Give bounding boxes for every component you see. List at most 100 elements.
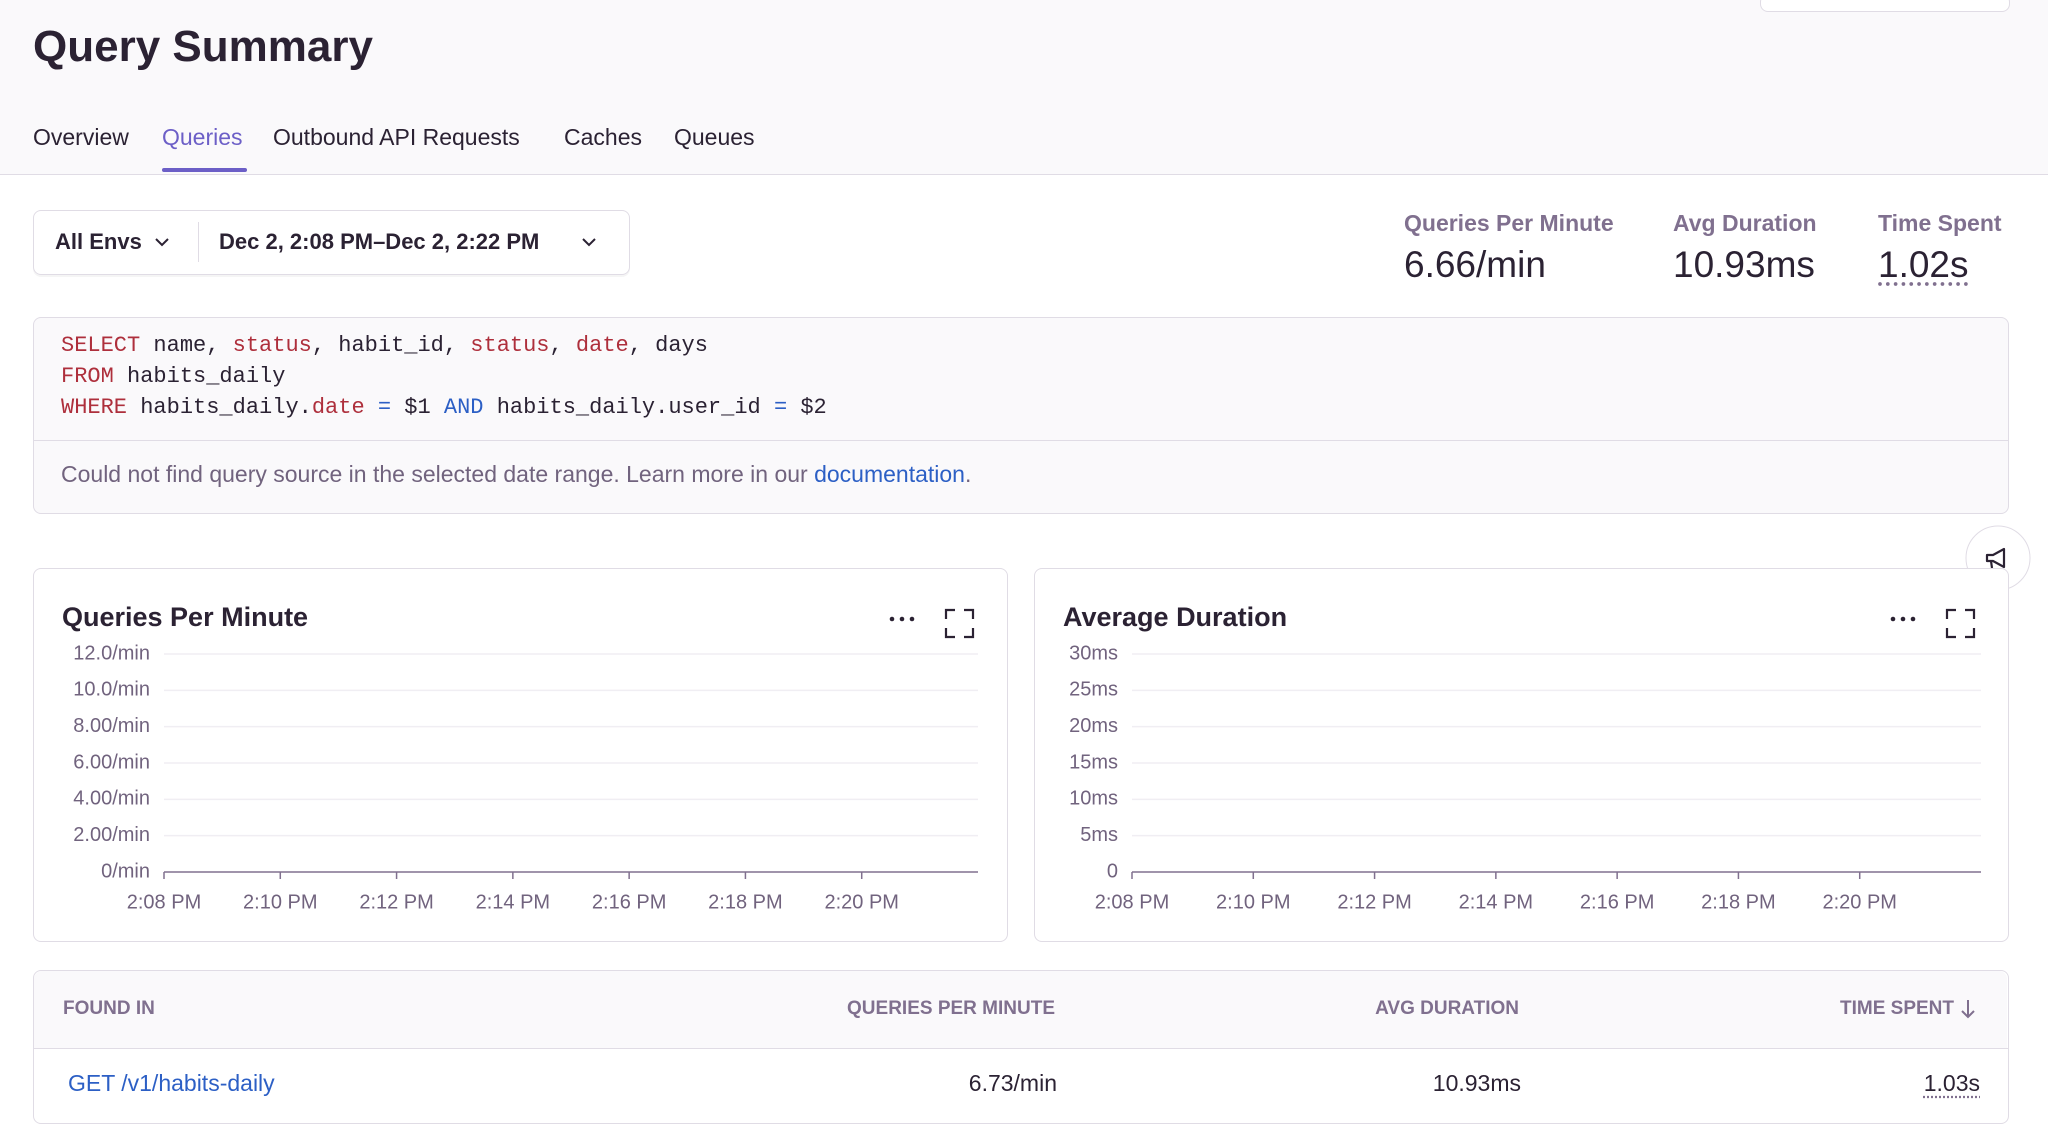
chart-panel: Average Duration 0 5ms 10ms 15ms 20ms 25ms 30ms… (1034, 568, 2009, 942)
code-token: date (575, 333, 629, 358)
menu-dot[interactable] (889, 616, 895, 622)
code-token: name, (140, 333, 233, 358)
tab[interactable]: Outbound API Requests (273, 124, 520, 150)
x-tick-label: 2:08 PM (127, 891, 201, 913)
code-line: SELECT name, status, habit_id, status, d… (61, 333, 708, 358)
cell: 10.93ms (1432, 1070, 1521, 1096)
stat-value: 6.66/min (1404, 244, 1546, 285)
x-tick-label: 2:12 PM (359, 891, 433, 913)
code-token: = (773, 395, 788, 420)
code-token: status (470, 333, 550, 358)
chevron (155, 238, 169, 247)
page-title: Query Summary (33, 22, 373, 71)
code-token: FROM (61, 364, 114, 389)
expand-icon[interactable] (1945, 608, 1976, 639)
sort-arrow (1961, 1000, 1975, 1019)
code-token: habits_daily.user_id (483, 395, 774, 420)
stat-label: Queries Per Minute (1404, 210, 1614, 236)
column-header[interactable]: QUERIES PER MINUTE (847, 998, 1055, 1019)
chevron (582, 238, 596, 247)
header-bar (0, 0, 2048, 175)
code-token: SELECT (61, 333, 141, 358)
code-token: habits_daily (113, 364, 286, 389)
code-token: WHERE (61, 395, 128, 420)
x-tick-label: 2:10 PM (1216, 891, 1290, 913)
y-tick-label: 20ms (1069, 715, 1118, 737)
tab[interactable]: Queues (674, 124, 755, 150)
code-token: , (549, 333, 576, 358)
y-tick-label: 12.0/min (73, 642, 150, 664)
code-token: $1 (391, 395, 444, 420)
y-tick-label: 15ms (1069, 751, 1118, 773)
y-tick-label: 0/min (101, 860, 150, 882)
code-token: habits_daily. (127, 395, 312, 420)
header-button[interactable] (1760, 0, 2010, 12)
date-filter[interactable]: Dec 2, 2:08 PM–Dec 2, 2:22 PM (219, 229, 540, 254)
y-tick-label: 4.00/min (73, 788, 150, 810)
menu-dot[interactable] (909, 616, 915, 622)
x-tick-label: 2:20 PM (824, 891, 898, 913)
chart: Average Duration 0 5ms 10ms 15ms 20ms 25ms 30ms… (1063, 602, 1981, 913)
menu-dot[interactable] (1900, 616, 1906, 622)
code-token: date (311, 395, 365, 420)
column-header[interactable]: TIME SPENT (1839, 998, 1954, 1019)
code-token: AND (443, 395, 484, 420)
note-end: . (964, 461, 972, 487)
y-tick-label: 25ms (1069, 679, 1118, 701)
chart: Queries Per Minute 0/min 2.00/min 4.00/min 6… (62, 602, 978, 913)
code-line: FROM habits_daily (61, 364, 285, 389)
column-header: FOUND IN (63, 998, 155, 1019)
code-token (365, 395, 378, 420)
table-header (34, 971, 2007, 1048)
x-tick-label: 2:18 PM (708, 891, 782, 913)
x-tick-label: 2:14 PM (1459, 891, 1533, 913)
x-tick-label: 2:10 PM (243, 891, 317, 913)
menu-dot[interactable] (1890, 616, 1896, 622)
env-filter[interactable]: All Envs (55, 229, 142, 254)
tab-underline (162, 168, 247, 172)
tab[interactable]: Caches (564, 124, 642, 150)
menu-dot[interactable] (1910, 616, 1916, 622)
code-token: , days (628, 333, 708, 358)
divider (34, 440, 2008, 441)
code-token: status (232, 333, 312, 358)
x-tick-label: 2:16 PM (592, 891, 666, 913)
y-tick-label: 5ms (1080, 824, 1118, 846)
stat-label: Time Spent (1878, 210, 2002, 236)
table (33, 970, 2009, 1124)
cell: 1.03s (1923, 1070, 1980, 1096)
code-token: $2 (787, 395, 827, 420)
filter-bar (33, 210, 630, 275)
y-tick-label: 2.00/min (73, 824, 150, 846)
x-tick-label: 2:12 PM (1337, 891, 1411, 913)
chart-panel: Queries Per Minute 0/min 2.00/min 4.00/min 6… (33, 568, 1008, 942)
column-header[interactable]: AVG DURATION (1375, 998, 1519, 1019)
stat-label: Avg Duration (1673, 210, 1817, 236)
query-box (33, 317, 2009, 514)
menu-dot[interactable] (899, 616, 905, 622)
x-tick-label: 2:08 PM (1095, 891, 1169, 913)
x-tick-label: 2:18 PM (1701, 891, 1775, 913)
y-tick-label: 10ms (1069, 788, 1118, 810)
cell: 6.73/min (968, 1070, 1057, 1096)
y-tick-label: 8.00/min (73, 715, 150, 737)
tab[interactable]: Queries (162, 124, 243, 150)
tab[interactable]: Overview (33, 124, 129, 150)
y-tick-label: 30ms (1069, 642, 1118, 664)
expand-icon[interactable] (944, 608, 975, 639)
chart-title: Queries Per Minute (62, 602, 308, 632)
y-tick-label: 0 (1107, 860, 1118, 882)
doc-link[interactable]: documentation (814, 461, 965, 487)
code-line: WHERE habits_daily.date = $1 AND habits_… (61, 395, 827, 420)
transaction-link[interactable]: GET /v1/habits-daily (68, 1070, 275, 1096)
x-tick-label: 2:14 PM (476, 891, 550, 913)
note: Could not find query source in the selec… (61, 461, 971, 488)
x-tick-label: 2:16 PM (1580, 891, 1654, 913)
y-tick-label: 10.0/min (73, 679, 150, 701)
note-text: Could not find query source in the selec… (61, 461, 815, 487)
stat-value: 10.93ms (1673, 244, 1815, 285)
x-tick-label: 2:20 PM (1822, 891, 1896, 913)
chart-title: Average Duration (1063, 602, 1287, 632)
stat-value: 1.02s (1878, 244, 1969, 285)
